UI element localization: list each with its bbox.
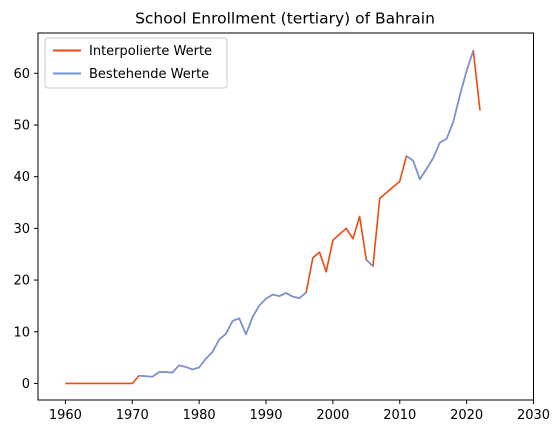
x-tick-label: 2020	[450, 408, 483, 423]
series-layer	[65, 51, 480, 384]
y-tick-label: 10	[13, 325, 30, 340]
x-tick-label: 1970	[116, 408, 149, 423]
x-tick-label: 1990	[249, 408, 282, 423]
y-tick-label: 0	[22, 377, 30, 392]
x-tick-label: 2030	[517, 408, 550, 423]
legend-label-interpolated: Interpolierte Werte	[89, 44, 212, 59]
y-axis: 0 10 20 30 40 50 60	[13, 67, 38, 392]
x-tick-label: 1960	[49, 408, 82, 423]
y-tick-label: 60	[13, 67, 30, 82]
y-tick-label: 20	[13, 274, 30, 289]
y-tick-label: 50	[13, 119, 30, 134]
y-tick-label: 30	[13, 222, 30, 237]
x-axis: 1960 1970 1980 1990 2000 2010 2020 2030	[49, 400, 550, 423]
x-tick-label: 1980	[183, 408, 216, 423]
y-tick-label: 40	[13, 170, 30, 185]
chart-title: School Enrollment (tertiary) of Bahrain	[135, 10, 435, 28]
x-tick-label: 2010	[383, 408, 416, 423]
legend-label-existing: Bestehende Werte	[89, 67, 209, 82]
series-line-interpolated	[65, 51, 480, 384]
series-line-existing	[139, 51, 473, 377]
x-tick-label: 2000	[316, 408, 349, 423]
legend: Interpolierte Werte Bestehende Werte	[45, 38, 227, 88]
